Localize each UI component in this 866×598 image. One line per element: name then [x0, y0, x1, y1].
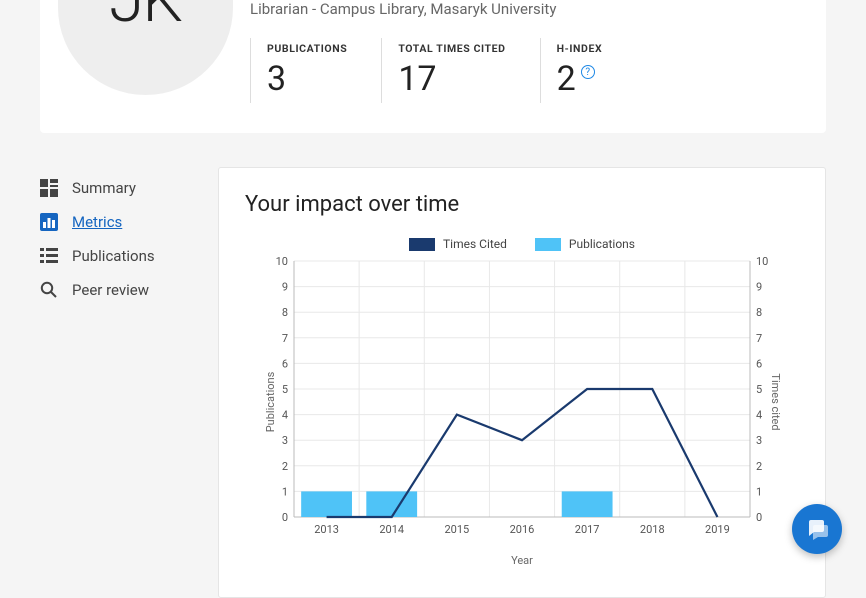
svg-text:10: 10 — [276, 257, 288, 268]
metric-value: 2 ? — [557, 59, 603, 99]
search-icon — [40, 281, 58, 299]
metric-hindex: H-Index 2 ? — [540, 38, 637, 103]
side-nav: Summary Metrics Publications Peer review — [40, 167, 190, 598]
svg-text:9: 9 — [282, 281, 288, 294]
svg-text:9: 9 — [756, 281, 762, 294]
metric-label: H-Index — [557, 42, 603, 55]
svg-text:5: 5 — [756, 383, 762, 396]
metric-label: Publications — [267, 42, 347, 55]
avatar: JK — [58, 0, 233, 95]
legend-publications: Publications — [535, 237, 635, 251]
list-icon — [40, 247, 58, 265]
legend-label: Publications — [569, 237, 635, 251]
metric-value: 3 — [267, 59, 347, 99]
svg-text:6: 6 — [282, 357, 288, 370]
legend-swatch — [535, 238, 561, 251]
metric-label: Total Times Cited — [398, 42, 505, 55]
nav-label: Publications — [72, 247, 155, 265]
impact-card: Your impact over time Times Cited Public… — [218, 167, 826, 598]
svg-text:5: 5 — [282, 383, 288, 396]
legend-label: Times Cited — [443, 237, 507, 251]
nav-summary[interactable]: Summary — [40, 171, 190, 205]
svg-text:3: 3 — [756, 434, 762, 447]
chart-legend: Times Cited Publications — [245, 237, 799, 251]
metric-hindex-number: 2 — [557, 59, 576, 99]
svg-text:10: 10 — [756, 257, 768, 268]
svg-text:4: 4 — [756, 409, 762, 422]
main-row: Summary Metrics Publications Peer review… — [40, 167, 826, 598]
affiliation: Librarian - Campus Library, Masaryk Univ… — [250, 0, 826, 18]
legend-times-cited: Times Cited — [409, 237, 507, 251]
svg-text:0: 0 — [282, 511, 288, 524]
chat-icon — [805, 517, 829, 541]
svg-text:2: 2 — [756, 460, 762, 473]
nav-peer-review[interactable]: Peer review — [40, 273, 190, 307]
svg-text:2: 2 — [282, 460, 288, 473]
nav-label: Summary — [72, 179, 136, 197]
svg-text:7: 7 — [282, 332, 288, 345]
metric-citations: Total Times Cited 17 — [381, 38, 539, 103]
nav-metrics[interactable]: Metrics — [40, 205, 190, 239]
bar-chart-icon — [40, 213, 58, 231]
x-axis-label: Year — [511, 554, 533, 567]
avatar-container: JK — [40, 0, 250, 103]
svg-text:8: 8 — [756, 306, 762, 319]
impact-chart: 0 0 1 1 2 2 3 3 4 4 5 5 6 6 7 7 8 8 9 9 10 10 2013 2014 2015 2016… — [246, 257, 798, 547]
help-icon[interactable]: ? — [581, 65, 595, 79]
profile-info: Librarian - Campus Library, Masaryk Univ… — [250, 0, 826, 103]
svg-text:8: 8 — [282, 306, 288, 319]
svg-text:2018: 2018 — [640, 523, 665, 536]
svg-text:7: 7 — [756, 332, 762, 345]
metric-value: 17 — [398, 59, 505, 99]
nav-label: Metrics — [72, 213, 122, 231]
svg-text:0: 0 — [756, 511, 762, 524]
svg-text:1: 1 — [756, 485, 762, 498]
svg-text:6: 6 — [756, 357, 762, 370]
svg-text:2015: 2015 — [444, 523, 469, 536]
svg-text:1: 1 — [282, 485, 288, 498]
svg-text:2016: 2016 — [510, 523, 535, 536]
metric-publications: Publications 3 — [250, 38, 381, 103]
nav-label: Peer review — [72, 281, 149, 299]
svg-text:2013: 2013 — [314, 523, 339, 536]
chat-fab[interactable] — [792, 504, 842, 554]
svg-text:2017: 2017 — [575, 523, 600, 536]
svg-text:2014: 2014 — [379, 523, 404, 536]
metrics-row: Publications 3 Total Times Cited 17 H-In… — [250, 38, 826, 103]
chart-area: Publications Times cited 001122334455667… — [246, 257, 798, 547]
chart-container: Publications Times cited 001122334455667… — [246, 257, 798, 587]
svg-text:4: 4 — [282, 409, 288, 422]
card-title: Your impact over time — [245, 192, 799, 217]
dashboard-icon — [40, 179, 58, 197]
svg-text:3: 3 — [282, 434, 288, 447]
avatar-initials: JK — [109, 0, 181, 37]
profile-header: JK Librarian - Campus Library, Masaryk U… — [40, 0, 826, 133]
svg-text:2019: 2019 — [705, 523, 730, 536]
legend-swatch — [409, 238, 435, 251]
nav-publications[interactable]: Publications — [40, 239, 190, 273]
